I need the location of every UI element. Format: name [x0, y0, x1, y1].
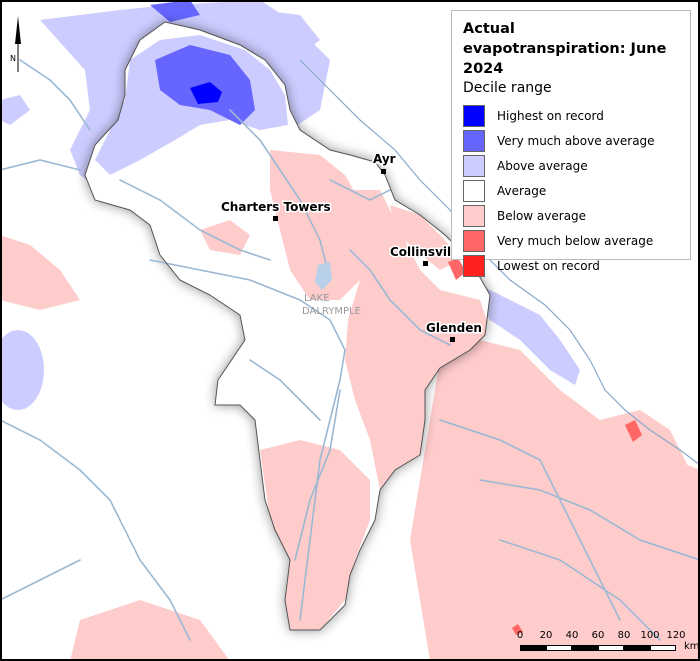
legend-swatch [463, 129, 485, 152]
region-below-average-coast [600, 410, 700, 500]
basin [85, 22, 490, 630]
legend-label: Very much below average [497, 233, 654, 248]
lake-label-line2: DALRYMPLE [302, 306, 361, 317]
town-marker-charters-towers [273, 216, 278, 221]
legend: Actual evapotranspiration: June 2024 Dec… [451, 10, 691, 277]
scale-bar-segment [598, 645, 624, 651]
scale-bar: 0 20 40 60 80 100 120 km [512, 630, 700, 658]
legend-swatch [463, 229, 485, 252]
scale-tick-label: 0 [516, 630, 524, 641]
town-marker-ayr [381, 169, 386, 174]
legend-item: Very much below average [463, 228, 680, 253]
north-arrow-icon [15, 16, 21, 44]
town-label-charters-towers: Charters Towers [221, 200, 331, 214]
north-arrow: N [8, 14, 24, 74]
legend-title: Actual evapotranspiration: June 2024 [463, 21, 667, 77]
region-below-average-west [0, 235, 80, 310]
basin-below-average-upper [270, 150, 375, 300]
region-above-average-west [0, 330, 44, 410]
region-above-average-northwest [0, 95, 30, 125]
scale-bar-segment [520, 645, 546, 651]
legend-label: Below average [497, 208, 587, 223]
legend-label: Average [497, 183, 547, 198]
basin-below-average-east [390, 205, 460, 270]
scale-tick-label: 60 [591, 630, 605, 641]
town-label-collinsville: Collinsville [390, 245, 463, 259]
scale-bar-segment [650, 645, 676, 651]
legend-label: Very much above average [497, 133, 655, 148]
river-west [0, 419, 191, 641]
region-very-much-below-average-coast [625, 420, 642, 442]
town-label-glenden: Glenden [426, 321, 482, 335]
legend-item: Highest on record [463, 103, 680, 128]
lake-label-line1: LAKE [304, 293, 330, 304]
river-suttor [249, 359, 321, 421]
river-east-1 [479, 479, 700, 561]
region-above-average-northeast [260, 10, 320, 55]
river-burdekin-main [149, 259, 346, 621]
legend-item: Below average [463, 203, 680, 228]
scale-unit: km [684, 641, 700, 652]
scale-bar-segment [546, 645, 572, 651]
north-arrow-label: N [10, 54, 16, 63]
region-above-average-coast [470, 280, 580, 385]
legend-swatch [463, 204, 485, 227]
river-southwest [0, 559, 81, 601]
scale-tick-label: 100 [640, 630, 660, 641]
legend-swatch [463, 154, 485, 177]
legend-label: Lowest on record [497, 258, 600, 273]
river-north-branch [119, 179, 271, 261]
region-below-average-east [410, 340, 700, 661]
legend-swatch [463, 254, 485, 277]
basin-below-average-west [200, 220, 250, 255]
legend-subtitle: Decile range [463, 80, 552, 96]
scale-tick-label: 20 [539, 630, 553, 641]
scale-tick-label: 80 [617, 630, 631, 641]
region-below-average-southwest [70, 600, 230, 661]
basin-below-average-lower [260, 440, 370, 630]
river-northwest-2 [19, 59, 91, 131]
basin-very-much-below-average [448, 258, 466, 280]
legend-item: Above average [463, 153, 680, 178]
river-haughton [329, 179, 391, 201]
river-north-west [0, 159, 81, 171]
legend-items: Highest on record Very much above average… [463, 103, 680, 278]
scale-tick-label: 120 [666, 630, 686, 641]
legend-swatch [463, 104, 485, 127]
river-bowen [349, 249, 451, 346]
river-upper-burdekin [229, 109, 331, 281]
legend-label: Highest on record [497, 108, 604, 123]
scale-tick-label: 40 [565, 630, 579, 641]
rivers [0, 59, 700, 641]
town-marker-collinsville [423, 261, 428, 266]
coastline [299, 59, 700, 466]
legend-label: Above average [497, 158, 588, 173]
basin-highest-on-record [190, 82, 222, 104]
region-very-much-above-average-north [150, 0, 200, 22]
town-label-ayr: Ayr [373, 152, 396, 166]
legend-item: Lowest on record [463, 253, 680, 278]
basin-below-average-middle [340, 190, 490, 490]
scale-bar-segment [572, 645, 598, 651]
legend-swatch [463, 179, 485, 202]
legend-item: Average [463, 178, 680, 203]
region-very-much-below-average-south [512, 624, 523, 635]
legend-item: Very much above average [463, 128, 680, 153]
lake-dalrymple [315, 262, 332, 290]
river-belyando [294, 389, 341, 561]
towns: Ayr Charters Towers Collinsville Glenden [220, 151, 483, 342]
town-marker-glenden [450, 337, 455, 342]
river-east-3 [499, 539, 661, 641]
river-east-2 [439, 419, 621, 621]
scale-bar-segment [624, 645, 650, 651]
